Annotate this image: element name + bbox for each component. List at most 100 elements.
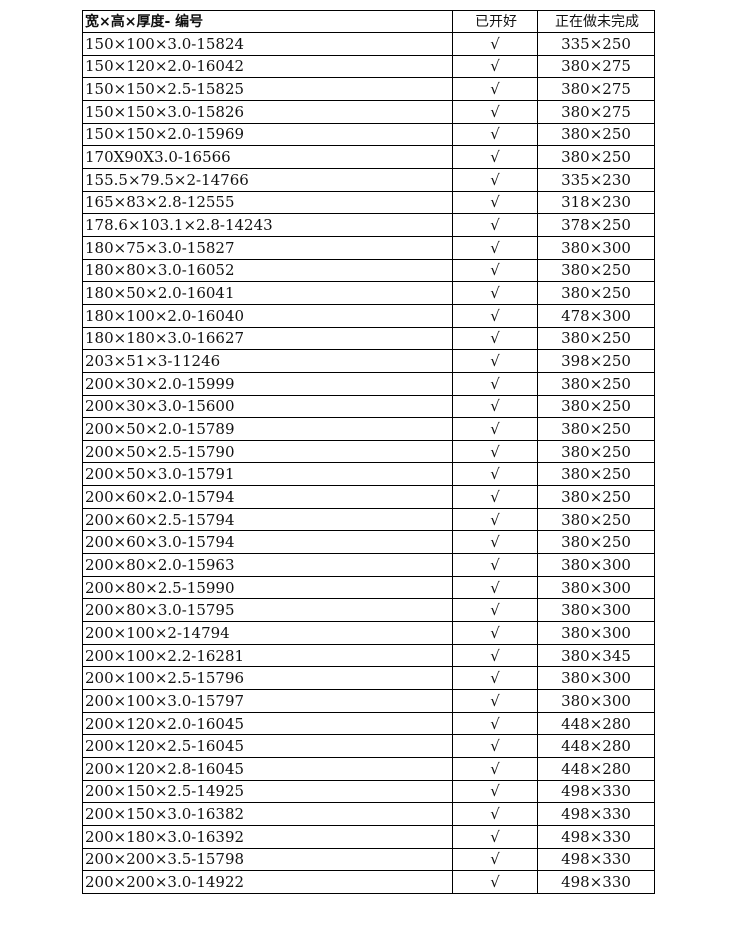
pending-size-cell: 498×330 [537, 779, 655, 804]
pending-size-cell: 380×250 [537, 394, 655, 419]
opened-check-cell: √ [452, 802, 538, 826]
table-row: 200×50×2.5-15790 √ 380×250 [82, 439, 655, 464]
spec-cell: 200×200×3.0-14922 [82, 870, 453, 894]
header-opened: 已开好 [452, 10, 538, 33]
table-row: 155.5×79.5×2-14766 √ 335×230 [82, 167, 655, 192]
pending-size-cell: 380×250 [537, 507, 655, 532]
pending-size-cell: 380×300 [537, 689, 655, 713]
pending-size-cell: 498×330 [537, 802, 655, 826]
pending-size-cell: 335×230 [537, 167, 655, 192]
table-row: 200×80×2.5-15990 √ 380×300 [82, 575, 655, 600]
opened-check-cell: √ [452, 326, 538, 351]
opened-check-cell: √ [452, 824, 538, 849]
table-row: 180×80×3.0-16052 √ 380×250 [82, 258, 655, 283]
pending-size-cell: 380×345 [537, 643, 655, 668]
pending-size-cell: 380×275 [537, 99, 655, 124]
table-row: 200×50×3.0-15791 √ 380×250 [82, 462, 655, 487]
opened-check-cell: √ [452, 349, 538, 373]
table-row: 150×150×3.0-15826 √ 380×275 [82, 99, 655, 124]
table-row: 180×50×2.0-16041 √ 380×250 [82, 281, 655, 305]
table-row: 200×30×2.0-15999 √ 380×250 [82, 371, 655, 396]
opened-check-cell: √ [452, 598, 538, 623]
spec-cell: 200×120×2.0-16045 [82, 711, 453, 736]
spec-cell: 200×80×2.5-15990 [82, 575, 453, 600]
opened-check-cell: √ [452, 507, 538, 532]
spec-cell: 200×180×3.0-16392 [82, 824, 453, 849]
table-row: 178.6×103.1×2.8-14243 √ 378×250 [82, 213, 655, 237]
pending-size-cell: 398×250 [537, 349, 655, 373]
opened-check-cell: √ [452, 621, 538, 645]
spec-cell: 180×80×3.0-16052 [82, 258, 453, 283]
spec-cell: 150×150×2.0-15969 [82, 122, 453, 147]
pending-size-cell: 448×280 [537, 757, 655, 781]
spec-cell: 200×150×3.0-16382 [82, 802, 453, 826]
opened-check-cell: √ [452, 235, 538, 260]
spec-cell: 180×180×3.0-16627 [82, 326, 453, 351]
spec-cell: 200×150×2.5-14925 [82, 779, 453, 804]
spec-cell: 203×51×3-11246 [82, 349, 453, 373]
table-row: 200×180×3.0-16392 √ 498×330 [82, 824, 655, 849]
pending-size-cell: 448×280 [537, 734, 655, 758]
table-row: 200×50×2.0-15789 √ 380×250 [82, 417, 655, 441]
pending-size-cell: 380×250 [537, 462, 655, 487]
table-row: 200×120×2.8-16045 √ 448×280 [82, 757, 655, 781]
opened-check-cell: √ [452, 417, 538, 441]
pending-size-cell: 380×250 [537, 145, 655, 169]
table-row: 200×80×2.0-15963 √ 380×300 [82, 553, 655, 577]
table-row: 180×180×3.0-16627 √ 380×250 [82, 326, 655, 351]
pending-size-cell: 478×300 [537, 303, 655, 328]
pending-size-cell: 380×300 [537, 235, 655, 260]
spec-cell: 150×150×3.0-15826 [82, 99, 453, 124]
opened-check-cell: √ [452, 213, 538, 237]
opened-check-cell: √ [452, 77, 538, 101]
pending-size-cell: 380×250 [537, 258, 655, 283]
spec-cell: 200×100×2-14794 [82, 621, 453, 645]
spec-cell: 150×120×2.0-16042 [82, 54, 453, 79]
opened-check-cell: √ [452, 757, 538, 781]
spec-cell: 200×120×2.5-16045 [82, 734, 453, 758]
spec-cell: 200×30×2.0-15999 [82, 371, 453, 396]
opened-check-cell: √ [452, 54, 538, 79]
spec-cell: 200×80×3.0-15795 [82, 598, 453, 623]
spec-cell: 200×50×2.0-15789 [82, 417, 453, 441]
opened-check-cell: √ [452, 99, 538, 124]
opened-check-cell: √ [452, 258, 538, 283]
pending-size-cell: 380×250 [537, 485, 655, 509]
pending-size-cell: 380×250 [537, 326, 655, 351]
opened-check-cell: √ [452, 779, 538, 804]
spec-cell: 200×80×2.0-15963 [82, 553, 453, 577]
table-row: 180×75×3.0-15827 √ 380×300 [82, 235, 655, 260]
opened-check-cell: √ [452, 145, 538, 169]
spec-cell: 165×83×2.8-12555 [82, 190, 453, 215]
opened-check-cell: √ [452, 371, 538, 396]
spec-cell: 200×100×2.5-15796 [82, 666, 453, 691]
table-row: 200×120×2.5-16045 √ 448×280 [82, 734, 655, 758]
table-row: 200×60×2.0-15794 √ 380×250 [82, 485, 655, 509]
opened-check-cell: √ [452, 462, 538, 487]
pending-size-cell: 380×275 [537, 54, 655, 79]
table-row: 200×80×3.0-15795 √ 380×300 [82, 598, 655, 623]
pending-size-cell: 380×300 [537, 598, 655, 623]
opened-check-cell: √ [452, 575, 538, 600]
spec-cell: 150×150×2.5-15825 [82, 77, 453, 101]
table-row: 150×150×2.5-15825 √ 380×275 [82, 77, 655, 101]
spec-cell: 150×100×3.0-15824 [82, 32, 453, 56]
pending-size-cell: 380×250 [537, 371, 655, 396]
table-row: 200×120×2.0-16045 √ 448×280 [82, 711, 655, 736]
opened-check-cell: √ [452, 666, 538, 691]
spec-cell: 200×200×3.5-15798 [82, 847, 453, 872]
opened-check-cell: √ [452, 190, 538, 215]
table-row: 200×100×3.0-15797 √ 380×300 [82, 689, 655, 713]
table-row: 200×30×3.0-15600 √ 380×250 [82, 394, 655, 419]
table-row: 165×83×2.8-12555 √ 318×230 [82, 190, 655, 215]
opened-check-cell: √ [452, 394, 538, 419]
table-row: 203×51×3-11246 √ 398×250 [82, 349, 655, 373]
table-row: 180×100×2.0-16040 √ 478×300 [82, 303, 655, 328]
spec-cell: 200×100×2.2-16281 [82, 643, 453, 668]
spec-cell: 200×100×3.0-15797 [82, 689, 453, 713]
table-row: 200×100×2-14794 √ 380×300 [82, 621, 655, 645]
pending-size-cell: 318×230 [537, 190, 655, 215]
pending-size-cell: 498×330 [537, 824, 655, 849]
pending-size-cell: 380×250 [537, 281, 655, 305]
table-row: 200×100×2.5-15796 √ 380×300 [82, 666, 655, 691]
